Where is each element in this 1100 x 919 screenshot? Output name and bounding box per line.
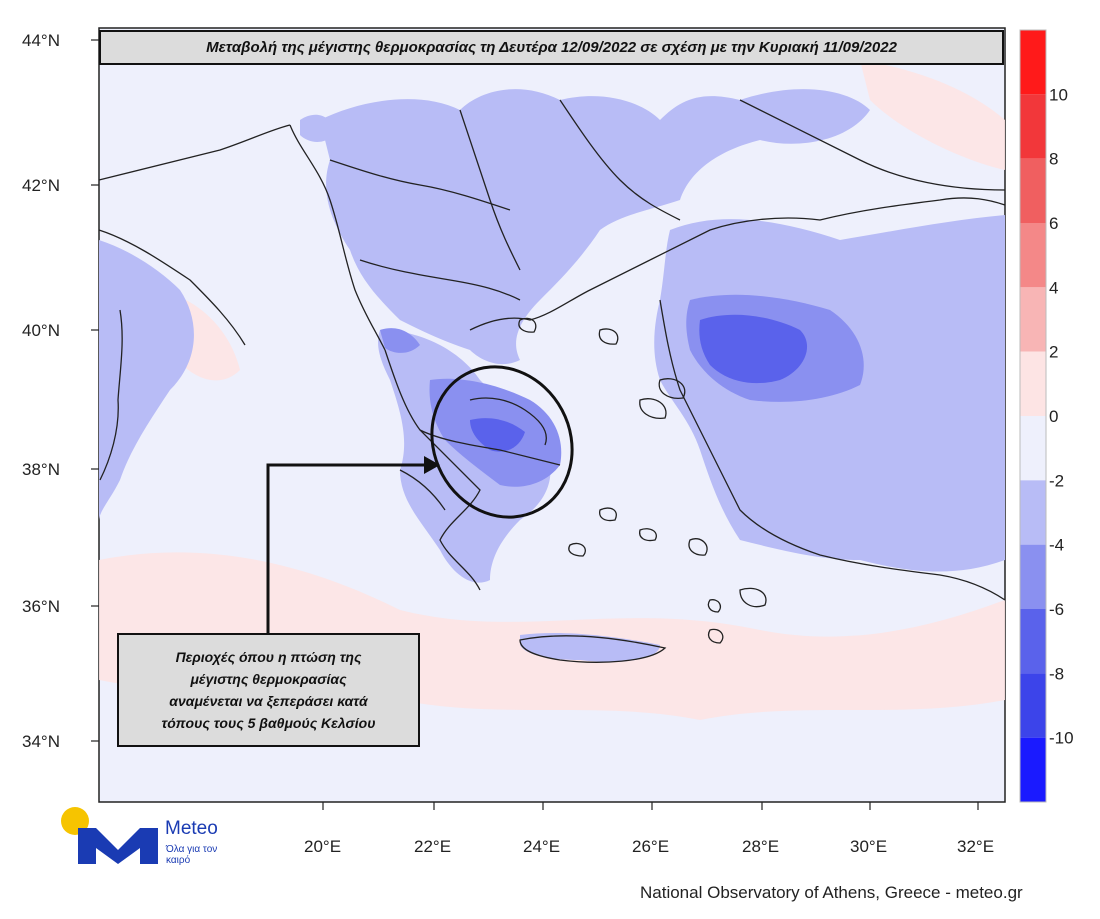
- lat-label: 42°N: [22, 176, 60, 195]
- highlight-ellipse: [430, 365, 574, 519]
- lat-label: 36°N: [22, 597, 60, 616]
- colorbar-tick-label: 6: [1049, 214, 1058, 233]
- colorbar-bin: [1020, 609, 1046, 674]
- lon-label: 26°E: [632, 837, 669, 856]
- colorbar-bin: [1020, 480, 1046, 545]
- colorbar-bin: [1020, 287, 1046, 352]
- colorbar-tick-label: -6: [1049, 600, 1064, 619]
- colorbar-tick-label: -8: [1049, 664, 1064, 683]
- colorbar-bin: [1020, 737, 1046, 802]
- axis-ticks: [91, 39, 979, 810]
- colorbar-tick-label: 4: [1049, 278, 1058, 297]
- logo-m-icon: [78, 828, 158, 864]
- colorbar-tick-label: -10: [1049, 729, 1074, 748]
- colorbar-bin: [1020, 158, 1046, 223]
- logo-tagline: Όλα για τον καιρό: [166, 844, 218, 866]
- colorbar-bin: [1020, 223, 1046, 288]
- map-title: Μεταβολή της μέγιστης θερμοκρασίας τη Δε…: [99, 30, 1004, 65]
- lat-label: 34°N: [22, 732, 60, 751]
- longitude-labels: 20°E 22°E 24°E 26°E 28°E 30°E 32°E: [304, 837, 994, 856]
- lon-label: 20°E: [304, 837, 341, 856]
- colorbar-tick-label: -2: [1049, 471, 1064, 490]
- lon-label: 22°E: [414, 837, 451, 856]
- colorbar-tick-label: 2: [1049, 343, 1058, 362]
- colorbar-bin: [1020, 94, 1046, 159]
- logo-name: Meteo: [165, 818, 218, 839]
- latitude-labels: 44°N 42°N 40°N 38°N 36°N 34°N: [22, 31, 60, 751]
- colorbar-bin: [1020, 416, 1046, 481]
- cooling-very-strong: [470, 314, 808, 452]
- colorbar-bin: [1020, 30, 1046, 95]
- colorbar-bin: [1020, 351, 1046, 416]
- lon-label: 32°E: [957, 837, 994, 856]
- annotation-line: αναμένεται να ξεπεράσει κατά: [169, 693, 368, 709]
- lat-label: 38°N: [22, 460, 60, 479]
- lon-label: 24°E: [523, 837, 560, 856]
- annotation-line: μέγιστης θερμοκρασίας: [190, 671, 347, 687]
- annotation-line: Περιοχές όπου η πτώση της: [175, 649, 362, 665]
- lon-label: 28°E: [742, 837, 779, 856]
- colorbar-bin: [1020, 673, 1046, 738]
- annotation-line: τόπους τους 5 βαθμούς Κελσίου: [161, 715, 376, 731]
- colorbar-tick-label: 8: [1049, 150, 1058, 169]
- annotation-arrow: [266, 456, 440, 633]
- colorbar-tick-label: 10: [1049, 85, 1068, 104]
- credit-text: National Observatory of Athens, Greece -…: [640, 883, 1023, 902]
- annotation-note: Περιοχές όπου η πτώση της μέγιστης θερμο…: [117, 633, 420, 747]
- colorbar-tick-label: -4: [1049, 536, 1064, 555]
- lat-label: 44°N: [22, 31, 60, 50]
- colorbar: 10 8 6 4 2 0 -2 -4 -6 -8 -10: [1019, 29, 1074, 803]
- colorbar-frame: [1019, 29, 1047, 803]
- lon-label: 30°E: [850, 837, 887, 856]
- coastlines: [98, 99, 1006, 663]
- colorbar-bin: [1020, 544, 1046, 609]
- colorbar-tick-label: 0: [1049, 407, 1058, 426]
- lat-label: 40°N: [22, 321, 60, 340]
